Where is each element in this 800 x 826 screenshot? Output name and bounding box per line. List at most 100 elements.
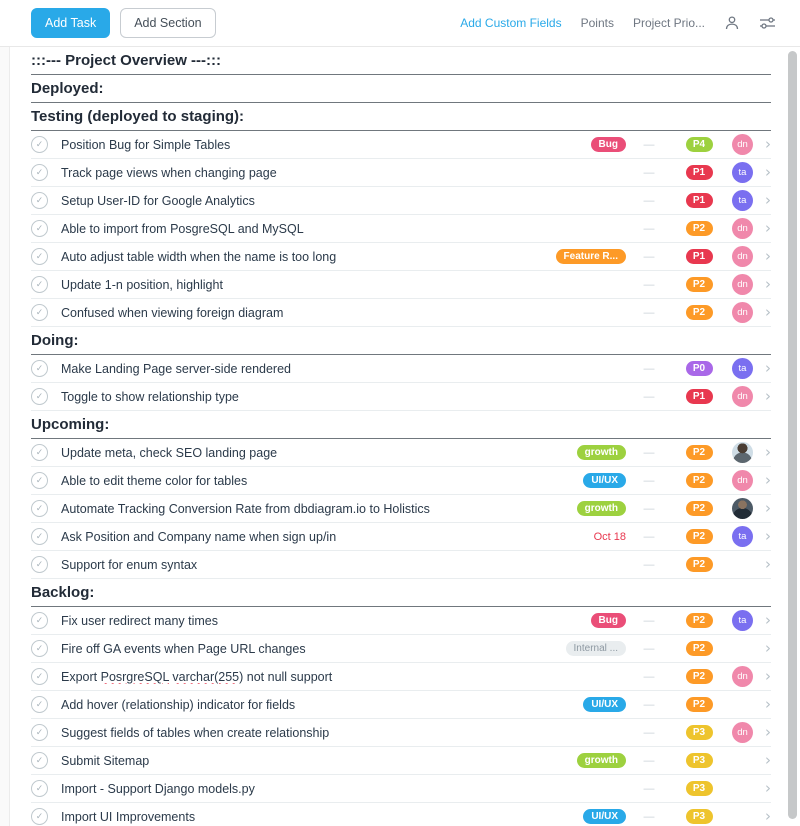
chevron-right-icon[interactable]: ›	[765, 190, 771, 209]
task-name[interactable]: Submit Sitemap	[61, 753, 150, 768]
priority-badge[interactable]: P2	[685, 501, 713, 516]
task-name[interactable]: Toggle to show relationship type	[61, 389, 239, 404]
task-name[interactable]: Setup User-ID for Google Analytics	[61, 193, 255, 208]
priority-badge[interactable]: P2	[685, 613, 713, 628]
section-header[interactable]: Upcoming:	[31, 411, 771, 439]
chevron-right-icon[interactable]: ›	[765, 498, 771, 517]
priority-badge[interactable]: P3	[685, 753, 713, 768]
priority-badge[interactable]: P3	[685, 725, 713, 740]
chevron-right-icon[interactable]: ›	[765, 750, 771, 769]
priority-badge[interactable]: P2	[685, 529, 713, 544]
tag-badge[interactable]: Internal ...	[565, 641, 626, 656]
project-priority-field-button[interactable]: Project Prio...	[632, 16, 705, 30]
chevron-right-icon[interactable]: ›	[765, 246, 771, 265]
assignee-avatar[interactable]: dn	[732, 134, 753, 155]
chevron-right-icon[interactable]: ›	[765, 554, 771, 573]
assignee-avatar[interactable]	[732, 442, 753, 463]
complete-checkbox-icon[interactable]: ✓	[31, 780, 48, 797]
add-custom-fields-link[interactable]: Add Custom Fields	[460, 16, 562, 30]
complete-checkbox-icon[interactable]: ✓	[31, 808, 48, 825]
chevron-right-icon[interactable]: ›	[765, 666, 771, 685]
tag-badge[interactable]: Bug	[590, 137, 626, 152]
complete-checkbox-icon[interactable]: ✓	[31, 528, 48, 545]
task-row[interactable]: ✓ Able to edit theme color for tables UI…	[31, 467, 771, 495]
assignee-avatar[interactable]	[732, 498, 753, 519]
tag-badge[interactable]: UI/UX	[583, 473, 626, 488]
chevron-right-icon[interactable]: ›	[765, 806, 771, 825]
chevron-right-icon[interactable]: ›	[765, 218, 771, 237]
priority-badge[interactable]: P2	[685, 669, 713, 684]
chevron-right-icon[interactable]: ›	[765, 302, 771, 321]
task-name[interactable]: Make Landing Page server-side rendered	[61, 361, 291, 376]
chevron-right-icon[interactable]: ›	[765, 722, 771, 741]
complete-checkbox-icon[interactable]: ✓	[31, 276, 48, 293]
task-row[interactable]: ✓ Suggest fields of tables when create r…	[31, 719, 771, 747]
assignee-avatar[interactable]: dn	[732, 274, 753, 295]
task-name[interactable]: Fire off GA events when Page URL changes	[61, 641, 306, 656]
chevron-right-icon[interactable]: ›	[765, 134, 771, 153]
task-row[interactable]: ✓ Import - Support Django models.py — P3…	[31, 775, 771, 803]
chevron-right-icon[interactable]: ›	[765, 274, 771, 293]
assignee-avatar[interactable]: dn	[732, 302, 753, 323]
chevron-right-icon[interactable]: ›	[765, 638, 771, 657]
chevron-right-icon[interactable]: ›	[765, 526, 771, 545]
tag-badge[interactable]: growth	[576, 753, 626, 768]
complete-checkbox-icon[interactable]: ✓	[31, 500, 48, 517]
complete-checkbox-icon[interactable]: ✓	[31, 724, 48, 741]
complete-checkbox-icon[interactable]: ✓	[31, 360, 48, 377]
assignee-avatar[interactable]: dn	[732, 722, 753, 743]
priority-badge[interactable]: P2	[685, 221, 713, 236]
priority-badge[interactable]: P1	[685, 193, 713, 208]
chevron-right-icon[interactable]: ›	[765, 778, 771, 797]
add-section-button[interactable]: Add Section	[120, 8, 216, 38]
task-row[interactable]: ✓ Able to import from PosgreSQL and MySQ…	[31, 215, 771, 243]
complete-checkbox-icon[interactable]: ✓	[31, 304, 48, 321]
task-row[interactable]: ✓ Export PosrgreSQL varchar(255) not nul…	[31, 663, 771, 691]
task-row[interactable]: ✓ Fire off GA events when Page URL chang…	[31, 635, 771, 663]
complete-checkbox-icon[interactable]: ✓	[31, 752, 48, 769]
add-task-button[interactable]: Add Task	[31, 8, 111, 38]
task-row[interactable]: ✓ Add hover (relationship) indicator for…	[31, 691, 771, 719]
tag-badge[interactable]: growth	[576, 501, 626, 516]
assignee-avatar[interactable]: dn	[732, 470, 753, 491]
complete-checkbox-icon[interactable]: ✓	[31, 640, 48, 657]
chevron-right-icon[interactable]: ›	[765, 358, 771, 377]
complete-checkbox-icon[interactable]: ✓	[31, 472, 48, 489]
complete-checkbox-icon[interactable]: ✓	[31, 248, 48, 265]
task-row[interactable]: ✓ Ask Position and Company name when sig…	[31, 523, 771, 551]
tag-badge[interactable]: UI/UX	[583, 809, 626, 824]
task-row[interactable]: ✓ Auto adjust table width when the name …	[31, 243, 771, 271]
chevron-right-icon[interactable]: ›	[765, 610, 771, 629]
complete-checkbox-icon[interactable]: ✓	[31, 192, 48, 209]
chevron-right-icon[interactable]: ›	[765, 162, 771, 181]
task-name[interactable]: Add hover (relationship) indicator for f…	[61, 697, 296, 712]
task-row[interactable]: ✓ Toggle to show relationship type — P1 …	[31, 383, 771, 411]
complete-checkbox-icon[interactable]: ✓	[31, 696, 48, 713]
priority-badge[interactable]: P3	[685, 809, 713, 824]
assignee-avatar[interactable]: dn	[732, 666, 753, 687]
complete-checkbox-icon[interactable]: ✓	[31, 388, 48, 405]
priority-badge[interactable]: P2	[685, 641, 713, 656]
task-row[interactable]: ✓ Update 1-n position, highlight — P2 dn…	[31, 271, 771, 299]
section-header[interactable]: Backlog:	[31, 579, 771, 607]
section-header[interactable]: Testing (deployed to staging):	[31, 103, 771, 131]
task-name[interactable]: Able to edit theme color for tables	[61, 473, 248, 488]
task-name[interactable]: Import - Support Django models.py	[61, 781, 255, 796]
filter-sliders-icon[interactable]	[759, 16, 776, 30]
task-row[interactable]: ✓ Fix user redirect many times Bug — P2 …	[31, 607, 771, 635]
vertical-scrollbar[interactable]	[788, 51, 797, 819]
task-name[interactable]: Import UI Improvements	[61, 809, 196, 824]
priority-badge[interactable]: P0	[685, 361, 713, 376]
chevron-right-icon[interactable]: ›	[765, 386, 771, 405]
priority-badge[interactable]: P1	[685, 389, 713, 404]
chevron-right-icon[interactable]: ›	[765, 470, 771, 489]
task-row[interactable]: ✓ Track page views when changing page — …	[31, 159, 771, 187]
task-name[interactable]: Ask Position and Company name when sign …	[61, 529, 337, 544]
priority-badge[interactable]: P2	[685, 305, 713, 320]
priority-badge[interactable]: P4	[685, 137, 713, 152]
complete-checkbox-icon[interactable]: ✓	[31, 164, 48, 181]
tag-badge[interactable]: Feature R...	[555, 249, 626, 264]
member-icon[interactable]	[724, 15, 740, 31]
task-row[interactable]: ✓ Position Bug for Simple Tables Bug — P…	[31, 131, 771, 159]
tag-badge[interactable]: Bug	[590, 613, 626, 628]
